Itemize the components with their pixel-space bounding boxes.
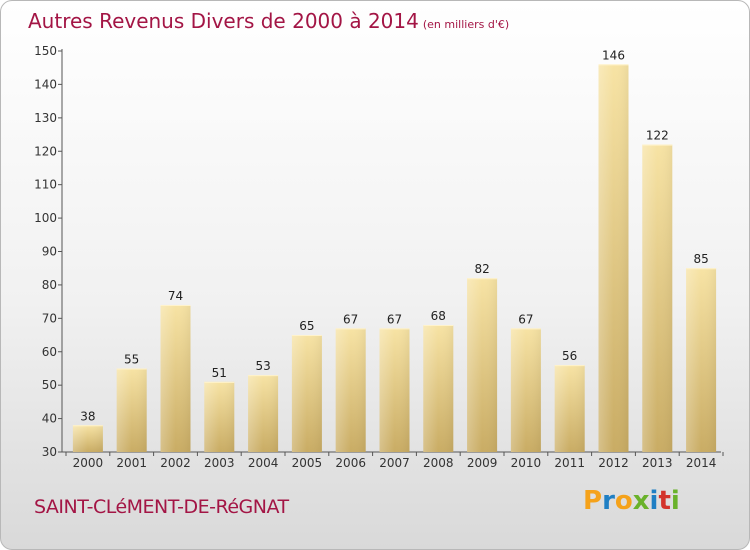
y-tick-label: 120 xyxy=(34,144,57,158)
logo-letter: x xyxy=(632,486,650,516)
x-tick-label-2003: 2003 xyxy=(204,456,235,470)
x-tick-label-2007: 2007 xyxy=(379,456,410,470)
logo-letter: t xyxy=(658,486,671,516)
x-tick-label-2002: 2002 xyxy=(160,456,191,470)
chart-title-unit: (en milliers d'€) xyxy=(422,18,510,31)
value-label-2012: 146 xyxy=(602,48,625,62)
value-label-2000: 38 xyxy=(80,409,95,423)
bars-group: 38 55 74 51 53 65 67 67 68 82 67 56 146 122 85 xyxy=(72,48,717,453)
chart-title-main: Autres Revenus Divers de 2000 à 2014 xyxy=(28,9,419,33)
bar-shading-2007 xyxy=(379,328,410,452)
x-tick-label-2009: 2009 xyxy=(467,456,498,470)
bar-shading-2013 xyxy=(642,144,673,453)
bar-shading-2003 xyxy=(204,381,235,452)
bar-shading-2012 xyxy=(598,64,629,452)
value-label-2013: 122 xyxy=(646,129,669,143)
chart-title: Autres Revenus Divers de 2000 à 2014 (en … xyxy=(28,9,509,33)
bar-shading-2000 xyxy=(72,425,103,452)
x-tick-label-2010: 2010 xyxy=(511,456,542,470)
bar-shading-2008 xyxy=(423,325,454,452)
x-tick-label-2005: 2005 xyxy=(292,456,323,470)
axes: 30 40 50 60 70 80 90 100 110 120 130 140 150 2000 2001… xyxy=(34,44,724,470)
logo-letter: r xyxy=(602,486,615,516)
proxiti-logo: Proxiti xyxy=(583,486,680,516)
value-label-2006: 67 xyxy=(343,312,358,326)
bar-shading-2002 xyxy=(160,304,191,452)
logo-letter: i xyxy=(670,486,680,516)
y-tick-label: 30 xyxy=(42,445,57,459)
x-tick-label-2000: 2000 xyxy=(73,456,104,470)
logo-letter: o xyxy=(614,486,633,516)
y-tick-label: 140 xyxy=(34,77,57,91)
bar-shading-2005 xyxy=(291,335,322,452)
y-tick-label: 90 xyxy=(42,245,57,259)
y-tick-label: 40 xyxy=(42,412,57,426)
value-label-2001: 55 xyxy=(124,352,139,366)
value-label-2014: 85 xyxy=(693,252,708,266)
y-tick-label: 60 xyxy=(42,345,57,359)
value-label-2005: 65 xyxy=(299,319,314,333)
x-tick-label-2006: 2006 xyxy=(335,456,366,470)
logo-letter: i xyxy=(649,486,659,516)
value-label-2003: 51 xyxy=(212,366,227,380)
bar-shading-2009 xyxy=(467,278,498,452)
bar-shading-2011 xyxy=(554,365,585,452)
logo-letter: P xyxy=(583,486,603,516)
x-tick-label-2004: 2004 xyxy=(248,456,279,470)
y-tick-label: 80 xyxy=(42,278,57,292)
x-tick-label-2013: 2013 xyxy=(642,456,673,470)
y-tick-label: 50 xyxy=(42,378,57,392)
y-tick-label: 100 xyxy=(34,211,57,225)
x-tick-label-2001: 2001 xyxy=(116,456,147,470)
value-label-2004: 53 xyxy=(255,359,270,373)
x-tick-label-2011: 2011 xyxy=(554,456,585,470)
bar-shading-2006 xyxy=(335,328,366,452)
value-label-2008: 68 xyxy=(431,309,446,323)
value-label-2007: 67 xyxy=(387,312,402,326)
value-label-2002: 74 xyxy=(168,289,183,303)
value-label-2009: 82 xyxy=(474,262,489,276)
x-tick-label-2012: 2012 xyxy=(598,456,629,470)
value-label-2011: 56 xyxy=(562,349,577,363)
y-tick-label: 110 xyxy=(34,178,57,192)
bar-shading-2001 xyxy=(116,368,147,452)
bar-shading-2014 xyxy=(686,268,717,452)
bar-shading-2004 xyxy=(248,375,279,452)
y-tick-label: 70 xyxy=(42,311,57,325)
x-tick-label-2008: 2008 xyxy=(423,456,454,470)
commune-name: SAINT-CLéMENT-DE-RéGNAT xyxy=(34,496,289,518)
y-tick-label: 130 xyxy=(34,111,57,125)
value-label-2010: 67 xyxy=(518,312,533,326)
x-tick-label-2014: 2014 xyxy=(686,456,717,470)
bar-shading-2010 xyxy=(510,328,541,452)
y-tick-label: 150 xyxy=(34,44,57,58)
